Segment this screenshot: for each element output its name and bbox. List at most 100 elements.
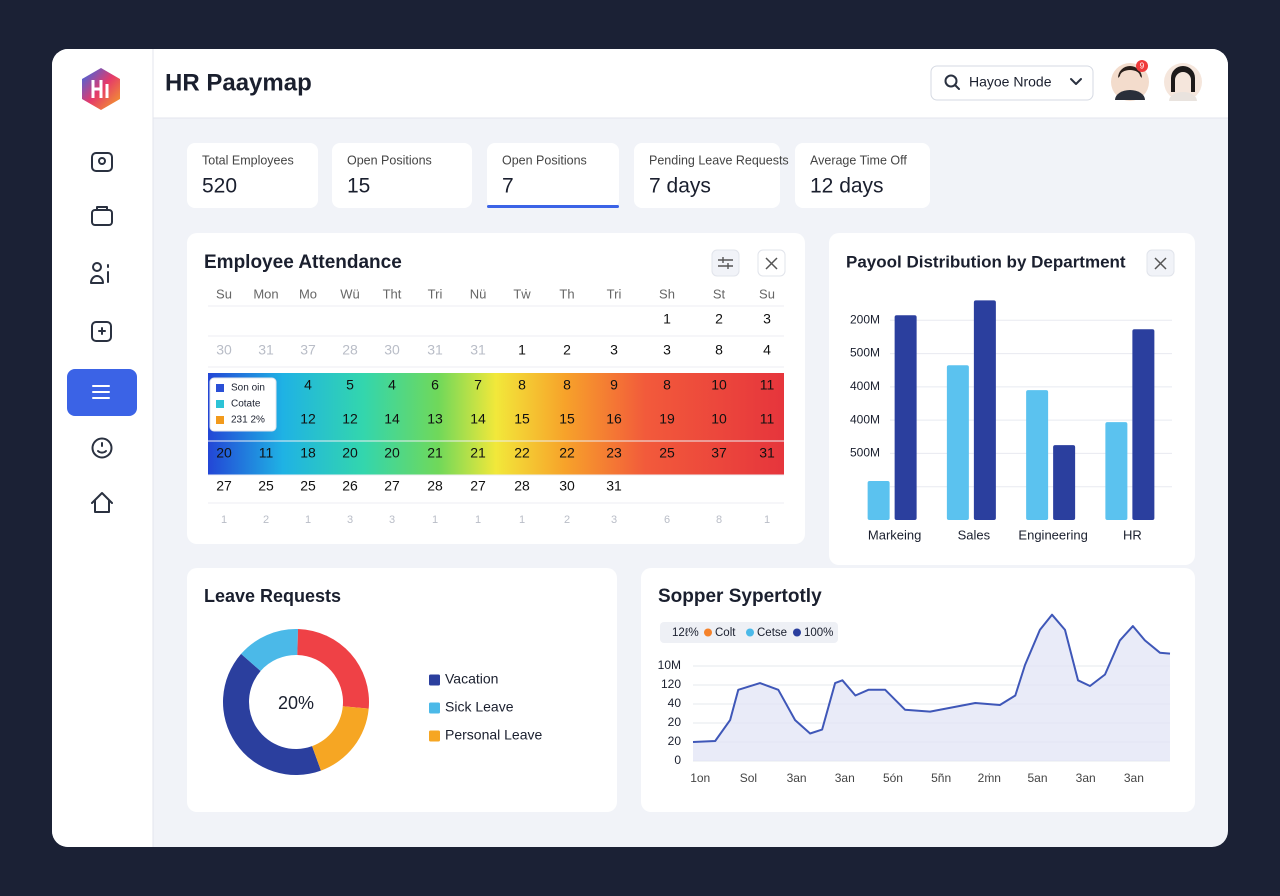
kpi-label: Average Time Off [810, 153, 907, 167]
calendar-day: 21 [470, 445, 486, 461]
calendar-day: 2 [563, 342, 571, 358]
kpi-label: Pending Leave Requests [649, 153, 789, 167]
legend-label: 100% [804, 627, 833, 639]
legend-dot [704, 628, 712, 637]
nav-icon[interactable] [91, 206, 113, 226]
calendar-day: 14 [384, 411, 400, 427]
bar[interactable] [894, 315, 917, 520]
calendar-day: 6 [664, 514, 670, 526]
calendar-day: 28 [427, 478, 443, 494]
calendar-day: 3 [611, 514, 617, 526]
kpi-label: Open Positions [347, 153, 432, 167]
kpi-card[interactable] [487, 143, 619, 208]
legend-swatch [429, 674, 440, 686]
calendar-day: 21 [427, 445, 443, 461]
sidebar [52, 118, 153, 847]
search-box[interactable] [930, 65, 1094, 101]
card-title: Employee Attendance [204, 252, 402, 273]
calendar-day: 1 [764, 514, 770, 526]
bar[interactable] [867, 481, 890, 520]
kpi-card[interactable] [795, 143, 930, 208]
calendar-day: 28 [514, 478, 530, 494]
weekday-label: Mon [253, 286, 278, 301]
dropdown-chevron[interactable] [1070, 78, 1082, 85]
calendar-day: 27 [470, 478, 486, 494]
nav-icon[interactable] [91, 152, 113, 172]
card-title: Sopper Sypertotly [658, 586, 822, 607]
weekday-label: Nü [470, 286, 487, 301]
line-area [693, 614, 1170, 761]
donut-segment[interactable] [312, 706, 369, 771]
calendar-day: 3 [610, 342, 618, 358]
bar[interactable] [1105, 422, 1128, 520]
center-label: 20% [278, 693, 314, 713]
weekday-label: Tri [607, 286, 622, 301]
weekday-label: Tht [383, 286, 402, 301]
bar[interactable] [973, 300, 996, 520]
donut-segment[interactable] [241, 629, 299, 672]
calendar-day: 8 [563, 377, 571, 393]
bar[interactable] [1026, 390, 1049, 520]
calendar-day: 25 [300, 478, 316, 494]
avatar-body [1115, 90, 1145, 100]
payroll-card [829, 233, 1195, 565]
calendar-day: 10 [711, 377, 727, 393]
x-tick-label: Sol [740, 771, 757, 785]
donut-segment[interactable] [223, 653, 321, 775]
nav-icon [92, 385, 110, 399]
y-tick-label: 400M [850, 379, 880, 393]
kpi-card[interactable] [187, 143, 318, 208]
calendar-day: 5 [346, 377, 354, 393]
calendar-day: 37 [300, 342, 316, 358]
y-tick-label: 200M [850, 312, 880, 326]
calendar-day: 4 [304, 377, 312, 393]
calendar-day: 8 [518, 377, 526, 393]
bar[interactable] [946, 365, 969, 520]
kpi-value: 15 [347, 175, 370, 198]
calendar-day: 30 [216, 342, 232, 358]
calendar-day: 11 [760, 377, 775, 393]
legend-label: Son oin [231, 383, 265, 394]
kpi-active-underline [487, 205, 619, 208]
bar[interactable] [1132, 329, 1155, 520]
donut-segment[interactable] [297, 629, 369, 709]
nav-icon[interactable] [91, 492, 113, 513]
weekday-label: Su [216, 286, 232, 301]
calendar-day: 11 [760, 411, 775, 427]
calendar-day: 4 [388, 377, 396, 393]
x-tick-label: Sales [958, 527, 991, 542]
x-tick-label: Markeing [868, 527, 921, 542]
legend-dot [793, 628, 801, 637]
heat-legend [209, 377, 277, 432]
bar[interactable] [1053, 445, 1076, 520]
search-text: Hayoe Nrode [969, 74, 1052, 90]
calendar-day: 3 [389, 514, 395, 526]
weekday-label: St [713, 286, 726, 301]
calendar-day: 16 [606, 411, 622, 427]
calendar-day: 25 [258, 478, 274, 494]
x-tick-label: HR [1123, 527, 1142, 542]
nav-icon[interactable] [91, 437, 113, 459]
kpi-card[interactable] [634, 143, 780, 208]
calendar-day: 19 [659, 411, 675, 427]
calendar-day: 8 [716, 514, 722, 526]
nav-icon[interactable] [90, 262, 109, 284]
search-icon [944, 74, 958, 88]
legend-label: Colt [715, 627, 736, 639]
x-tick-label: 3an [835, 771, 855, 785]
nav-icon[interactable] [91, 321, 112, 342]
avatar-hair [1118, 66, 1142, 78]
card-title: Leave Requests [204, 586, 341, 606]
filter-button[interactable] [711, 249, 740, 277]
calendar-day: 2 [263, 514, 269, 526]
calendar-day: 1 [221, 514, 227, 526]
calendar-day: 31 [606, 478, 622, 494]
y-tick-label: 500M [850, 346, 880, 360]
calendar-day: 1 [305, 514, 311, 526]
kpi-value: 12 days [810, 175, 884, 198]
legend-swatch [216, 416, 224, 424]
calendar-day: 1 [519, 514, 525, 526]
calendar-day: 22 [514, 445, 530, 461]
kpi-card[interactable] [332, 143, 472, 208]
calendar-day: 6 [431, 377, 439, 393]
